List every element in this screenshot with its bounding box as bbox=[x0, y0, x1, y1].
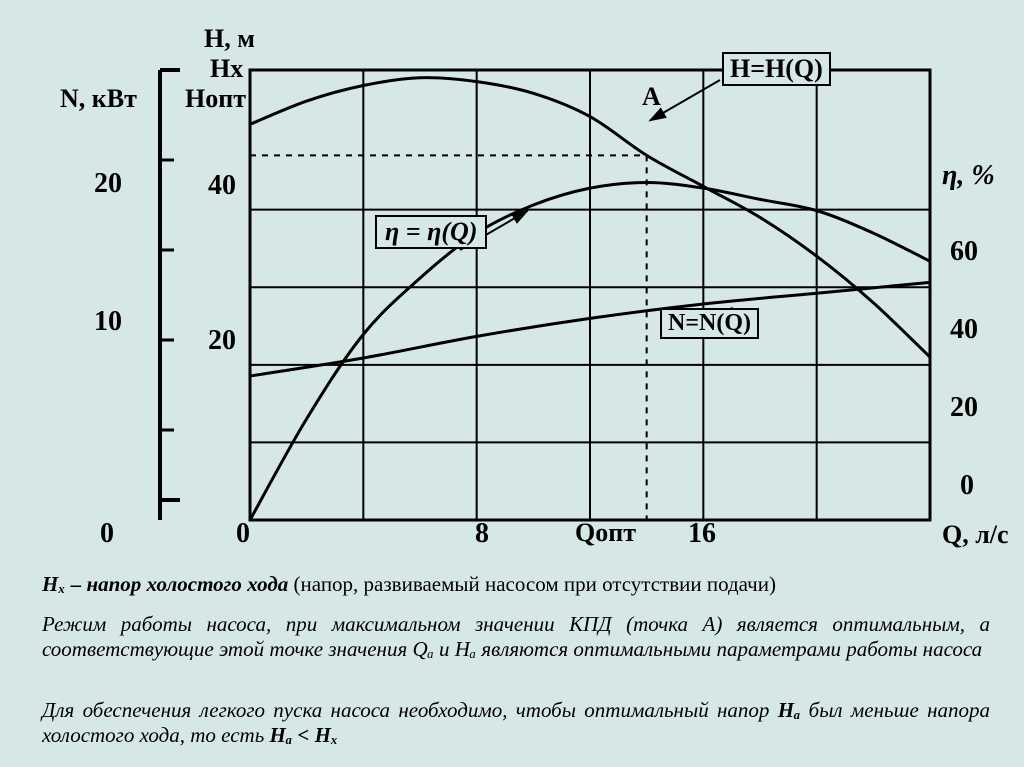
H-axis-label: Н, м bbox=[204, 24, 255, 54]
paragraph-1: Нₓ – напор холостого хода (напор, развив… bbox=[42, 572, 990, 597]
paragraph-2: Режим работы насоса, при максимальном зн… bbox=[42, 612, 990, 662]
N-tick-10: 10 bbox=[94, 306, 122, 338]
qopt-label: Qопт bbox=[575, 518, 636, 548]
eta-curve-label: η = η(Q) bbox=[375, 215, 487, 249]
eta-tick-60: 60 bbox=[950, 236, 978, 268]
eta-tick-20: 20 bbox=[950, 392, 978, 424]
N-tick-20: 20 bbox=[94, 168, 122, 200]
Hx-lead: Нₓ – напор холостого хода bbox=[42, 572, 288, 596]
Hopt-label: Нопт bbox=[185, 84, 246, 114]
point-A-label: A bbox=[642, 82, 661, 112]
N-curve-label: N=N(Q) bbox=[660, 308, 759, 339]
H-tick-40: 40 bbox=[208, 170, 236, 202]
x-tick-16: 16 bbox=[688, 518, 716, 550]
paragraph-3: Для обеспечения легкого пуска насоса нео… bbox=[42, 698, 990, 748]
eta-axis-label: η, % bbox=[942, 160, 995, 192]
p1-rest: (напор, развиваемый насосом при отсутств… bbox=[288, 572, 776, 596]
x-axis-label: Q, л/с bbox=[942, 520, 1009, 550]
N-tick-0: 0 bbox=[100, 518, 114, 550]
eta-tick-40: 40 bbox=[950, 314, 978, 346]
x-tick-8: 8 bbox=[475, 518, 489, 550]
H-x-0: 0 bbox=[236, 518, 250, 550]
H-curve-label: H=H(Q) bbox=[722, 52, 831, 86]
Hx-label: Нх bbox=[210, 54, 243, 84]
H-tick-20: 20 bbox=[208, 325, 236, 357]
N-axis-label: N, кВт bbox=[60, 84, 137, 114]
eta-tick-0: 0 bbox=[960, 470, 974, 502]
